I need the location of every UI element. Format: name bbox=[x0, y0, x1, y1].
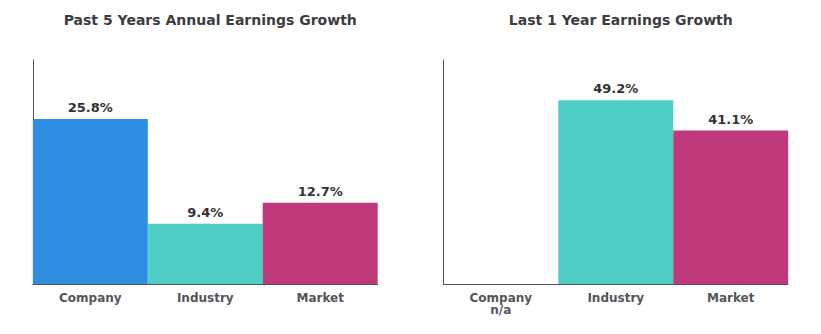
svg-text:n/a: n/a bbox=[490, 303, 511, 317]
svg-text:41.1%: 41.1% bbox=[708, 112, 753, 127]
svg-text:49.2%: 49.2% bbox=[593, 81, 638, 96]
svg-text:12.7%: 12.7% bbox=[298, 184, 343, 199]
svg-text:Last 1 Year Earnings Growth: Last 1 Year Earnings Growth bbox=[509, 12, 733, 28]
svg-text:25.8%: 25.8% bbox=[68, 100, 113, 115]
svg-text:Market: Market bbox=[707, 291, 755, 305]
svg-text:Market: Market bbox=[296, 291, 344, 305]
svg-text:Industry: Industry bbox=[587, 291, 644, 305]
svg-text:Industry: Industry bbox=[177, 291, 234, 305]
svg-text:Company: Company bbox=[469, 291, 533, 305]
svg-text:Company: Company bbox=[59, 291, 122, 305]
svg-text:9.4%: 9.4% bbox=[187, 205, 223, 220]
svg-text:Past 5 Years Annual Earnings G: Past 5 Years Annual Earnings Growth bbox=[64, 12, 357, 28]
